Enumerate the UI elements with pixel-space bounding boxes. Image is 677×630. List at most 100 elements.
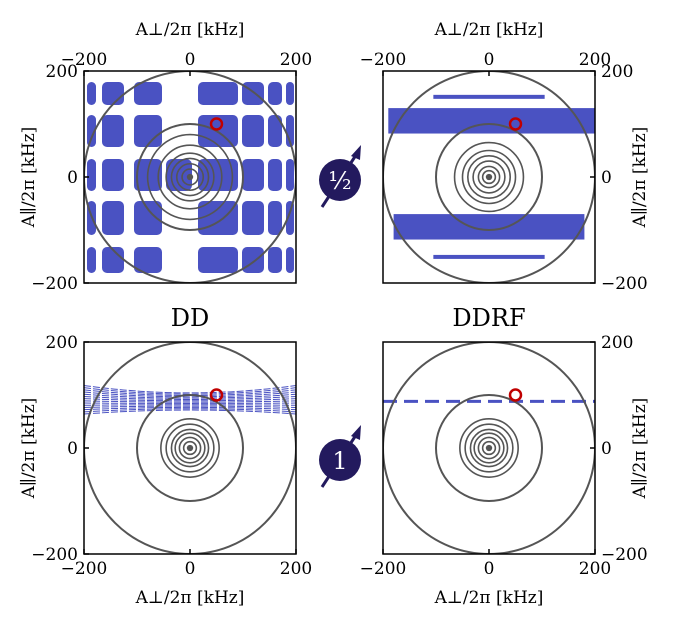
region-hatch — [84, 404, 296, 406]
region-cell — [102, 159, 124, 191]
circle — [453, 141, 525, 213]
region-cell — [134, 247, 162, 273]
spin-one-badge: 1 — [319, 425, 361, 488]
x-tick-label: 0 — [484, 50, 495, 70]
circle — [174, 432, 206, 464]
y-tick-label: 0 — [601, 168, 612, 188]
circle — [435, 394, 543, 502]
region-cell — [268, 115, 282, 147]
y-axis-label: A∥/2π [kHz] — [19, 398, 39, 500]
region-cell — [268, 201, 282, 235]
region-cell — [286, 82, 294, 105]
region-cell — [242, 159, 264, 191]
circle — [175, 162, 205, 192]
x-tick-label: 200 — [280, 50, 312, 70]
spin-half-badge: ½ — [319, 145, 361, 208]
circle — [459, 418, 519, 478]
x-axis-label: A⊥/2π [kHz] — [135, 588, 245, 608]
x-tick-label: −200 — [360, 559, 407, 579]
y-tick-label: −200 — [31, 545, 78, 565]
region-band — [388, 108, 595, 134]
x-tick-label: 200 — [280, 559, 312, 579]
region-hatch — [84, 408, 296, 413]
panel-title: DD — [171, 304, 209, 332]
spin-one-label: 1 — [332, 447, 347, 475]
panel-bottom-left: −200 0 200 A⊥/2π [kHz] −200 0 200 A∥/2π [kHz] DD — [19, 304, 312, 608]
spin-half-circle — [319, 159, 361, 201]
x-tick-label: 0 — [484, 559, 495, 579]
allowed-region — [388, 94, 595, 259]
x-tick-label: 200 — [579, 50, 611, 70]
circle — [136, 394, 244, 502]
y-tick-label: 200 — [601, 62, 633, 82]
y-axis-label: A∥/2π [kHz] — [19, 127, 39, 229]
region-cell — [286, 159, 294, 191]
circle — [178, 436, 202, 460]
circle — [472, 160, 506, 194]
y-tick-label: 200 — [601, 333, 633, 353]
region-line — [433, 94, 545, 99]
panel-bottom-right: −200 0 200 A⊥/2π [kHz] −200 0 200 A∥/2π [kHz] DD… — [360, 304, 650, 608]
region-cell — [102, 201, 124, 235]
circle — [136, 123, 244, 231]
circle — [461, 149, 517, 205]
x-tick-label: −200 — [360, 50, 407, 70]
region-hatch — [84, 389, 296, 396]
circle-core — [485, 173, 493, 181]
region-hatch — [84, 391, 296, 398]
circle — [182, 440, 198, 456]
region-hatch — [84, 406, 296, 411]
plot-area — [84, 342, 296, 554]
panels: −200 0 200 A⊥/2π [kHz] −200 0 200 A∥/2π [kHz] −2… — [19, 20, 650, 608]
y-tick-label: 0 — [67, 168, 78, 188]
circle — [160, 418, 220, 478]
plot-area — [383, 342, 595, 554]
circle — [165, 423, 215, 473]
region-cell — [87, 159, 96, 191]
circle — [477, 436, 501, 460]
y-tick-label: −200 — [601, 545, 648, 565]
region-cell — [87, 82, 96, 105]
region-hatch — [84, 405, 296, 408]
region-hatch — [84, 395, 296, 400]
circle — [157, 144, 223, 210]
circle — [146, 133, 234, 221]
plot-area — [84, 71, 296, 283]
x-tick-label: 200 — [579, 559, 611, 579]
circle — [181, 168, 199, 186]
target-marker — [209, 117, 224, 131]
circle — [469, 428, 509, 468]
region-cell — [268, 159, 282, 191]
x-axis-label: A⊥/2π [kHz] — [135, 20, 245, 40]
region-cell — [268, 247, 282, 273]
circle — [464, 423, 514, 473]
region-cell — [87, 247, 96, 273]
panel-title: DDRF — [452, 304, 525, 332]
region-cell — [102, 82, 124, 105]
region-hatch — [84, 400, 296, 403]
circle — [170, 157, 210, 197]
target-marker — [508, 117, 523, 131]
x-tick-label: 0 — [185, 559, 196, 579]
circle — [473, 432, 505, 464]
region-cell — [134, 82, 162, 105]
region-cell — [268, 82, 282, 105]
y-axis-label: A∥/2π [kHz] — [630, 398, 650, 500]
circle-core — [186, 173, 194, 181]
circle-core — [485, 444, 493, 452]
y-tick-label: −200 — [31, 274, 78, 294]
y-tick-label: 0 — [67, 439, 78, 459]
circle — [170, 428, 210, 468]
region-line — [433, 254, 545, 259]
target-marker — [209, 388, 224, 402]
allowed-region — [84, 384, 296, 415]
circle-core — [186, 444, 194, 452]
y-tick-label: 0 — [601, 439, 612, 459]
circle — [435, 123, 543, 231]
region-hatch — [84, 384, 296, 394]
circle — [481, 169, 497, 185]
circle — [481, 440, 497, 456]
region-hatch — [84, 398, 296, 402]
region-cell — [286, 247, 294, 273]
